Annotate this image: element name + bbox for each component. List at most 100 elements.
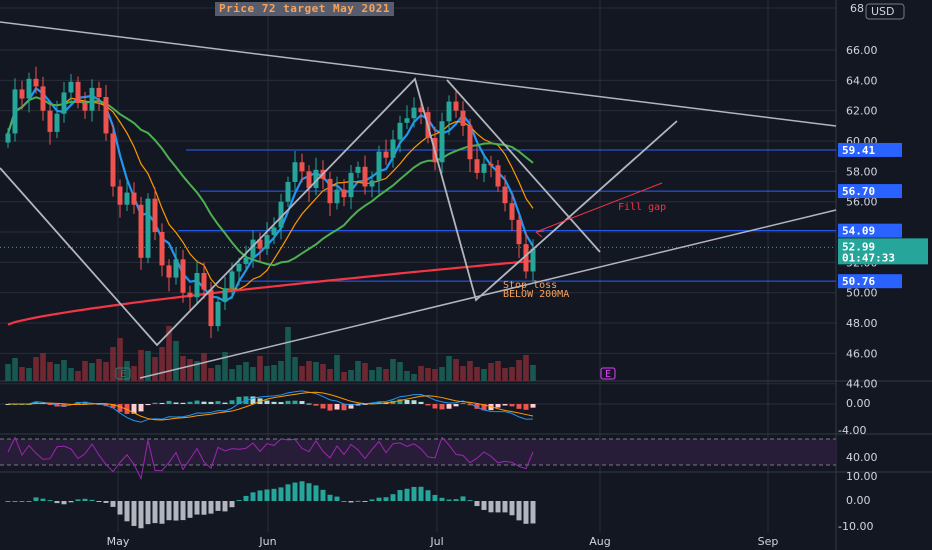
volume-bar — [411, 374, 417, 381]
volume-bar — [285, 327, 291, 381]
volume-bar — [474, 367, 480, 381]
candle-body — [341, 189, 347, 198]
y-tick-label: 62.00 — [846, 105, 878, 118]
macd-hist-bar — [236, 396, 242, 404]
candle-body — [26, 78, 32, 99]
y-tick-label: 44.00 — [846, 378, 878, 391]
osc-hist-bar — [299, 481, 305, 501]
volume-bar — [75, 371, 81, 381]
macd-hist-bar — [411, 400, 417, 404]
osc-hist-bar — [96, 501, 102, 502]
candle-body — [236, 263, 242, 272]
y-tick-label: 48.00 — [846, 317, 878, 330]
osc-hist-bar — [425, 490, 431, 501]
candle-body — [33, 78, 39, 87]
candle-body — [523, 244, 529, 272]
osc-y-label: 10.00 — [846, 470, 878, 483]
candle-body — [481, 163, 487, 173]
macd-y-label: -4.00 — [838, 424, 866, 437]
volume-bar — [383, 369, 389, 381]
time-axis[interactable]: May Jun Jul Aug Sep — [107, 535, 779, 548]
candle-body — [362, 166, 368, 187]
osc-hist-bar — [495, 501, 501, 513]
osc-hist-bar — [264, 489, 270, 501]
macd-hist-bar — [250, 396, 256, 404]
candle-body — [355, 166, 361, 173]
arrow-head — [535, 230, 545, 238]
level-tag — [838, 223, 902, 238]
volume-bar — [229, 369, 235, 381]
volume-bar — [131, 366, 137, 381]
candle-body — [299, 162, 305, 172]
earnings-marker-text: E — [605, 369, 611, 380]
volume-bar — [257, 356, 263, 381]
osc-hist-bar — [208, 501, 214, 514]
volume-bar — [96, 359, 102, 381]
candle-body — [187, 292, 193, 298]
earnings-marker-2 — [600, 367, 616, 380]
volume-bar — [425, 368, 431, 381]
volume-bar — [54, 364, 60, 381]
earnings-marker-text: E — [120, 369, 126, 380]
macd-hist-bar — [278, 402, 284, 404]
macd-hist-bar — [530, 404, 536, 408]
volume-bars — [5, 326, 536, 381]
volume-bar — [467, 361, 473, 381]
horizontal-levels[interactable] — [0, 149, 836, 282]
price-axis[interactable]: 44.0046.0048.0050.0052.0054.0056.0058.00… — [838, 2, 905, 533]
currency-label: USD — [871, 5, 895, 18]
trend-drawings[interactable] — [0, 21, 837, 379]
candle-body — [47, 110, 53, 132]
volume-bar — [362, 363, 368, 381]
y-tick-label: 50.00 — [846, 287, 878, 300]
osc-hist-bar — [530, 501, 536, 524]
osc-hist-bar — [446, 499, 452, 501]
y-tick-label: 56.00 — [846, 196, 878, 209]
level-tag — [838, 274, 902, 289]
macd-hist-bar — [173, 402, 179, 404]
macd-hist-bar — [292, 400, 298, 404]
volume-bar — [187, 359, 193, 381]
osc-hist-bar — [257, 490, 263, 501]
candle-body — [180, 259, 186, 293]
macd-hist-bar — [208, 401, 214, 404]
macd-hist-bar — [166, 400, 172, 404]
wave-drawing — [0, 77, 678, 347]
candle-body — [138, 204, 144, 258]
ma-blue-line — [6, 86, 534, 303]
osc-hist-bar — [418, 486, 424, 501]
osc-hist-bar — [159, 501, 165, 524]
candle-body — [530, 248, 536, 272]
candle-body — [68, 81, 74, 93]
volume-bar — [446, 356, 452, 381]
osc-hist-bar — [131, 501, 137, 526]
osc-hist-bar — [110, 501, 116, 507]
volume-bar — [159, 347, 165, 381]
candle-body — [383, 151, 389, 158]
candle-body — [439, 121, 445, 163]
osc-hist-bar — [152, 501, 158, 524]
macd-y-label: 0.00 — [846, 397, 871, 410]
level-tag-text: 56.70 — [842, 185, 875, 198]
candle-body — [411, 107, 417, 119]
candle-body — [278, 201, 284, 228]
osc-y-label: 0.00 — [846, 494, 871, 507]
candle-body — [12, 89, 18, 134]
candle-body — [54, 113, 60, 132]
osc-hist-bar — [439, 497, 445, 501]
candle-body — [509, 203, 515, 220]
osc-hist-bar — [467, 500, 473, 502]
macd-hist-bar — [348, 404, 354, 409]
candle-body — [145, 198, 151, 258]
candle-body — [467, 125, 473, 160]
volume-bar — [299, 366, 305, 381]
rsi-line — [7, 436, 534, 481]
candle-body — [446, 101, 452, 122]
osc-hist-bar — [320, 489, 326, 501]
volume-bar — [369, 370, 375, 381]
macd-hist-bar — [355, 404, 361, 406]
osc-hist-bar — [117, 501, 123, 515]
last-price-tag — [838, 238, 928, 265]
candle-body — [397, 122, 403, 140]
